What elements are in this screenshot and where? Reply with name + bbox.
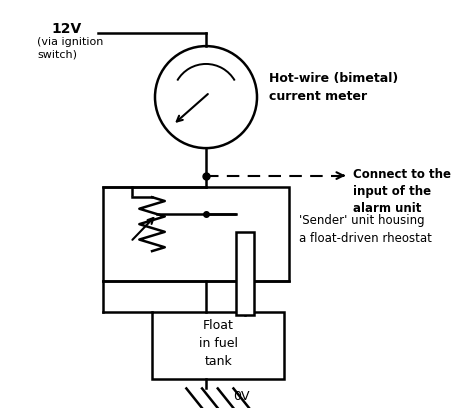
Text: Float
in fuel
tank: Float in fuel tank <box>199 319 238 368</box>
Text: 12V: 12V <box>51 21 81 35</box>
Text: 0V: 0V <box>234 391 250 403</box>
Text: Connect to the
input of the
alarm unit: Connect to the input of the alarm unit <box>353 168 451 215</box>
Text: (via ignition
switch): (via ignition switch) <box>37 37 104 60</box>
Text: Hot-wire (bimetal)
current meter: Hot-wire (bimetal) current meter <box>269 72 398 103</box>
Bar <box>103 187 289 281</box>
Bar <box>152 312 284 379</box>
Text: 'Sender' unit housing
a float-driven rheostat: 'Sender' unit housing a float-driven rhe… <box>299 213 432 245</box>
Bar <box>237 232 254 315</box>
